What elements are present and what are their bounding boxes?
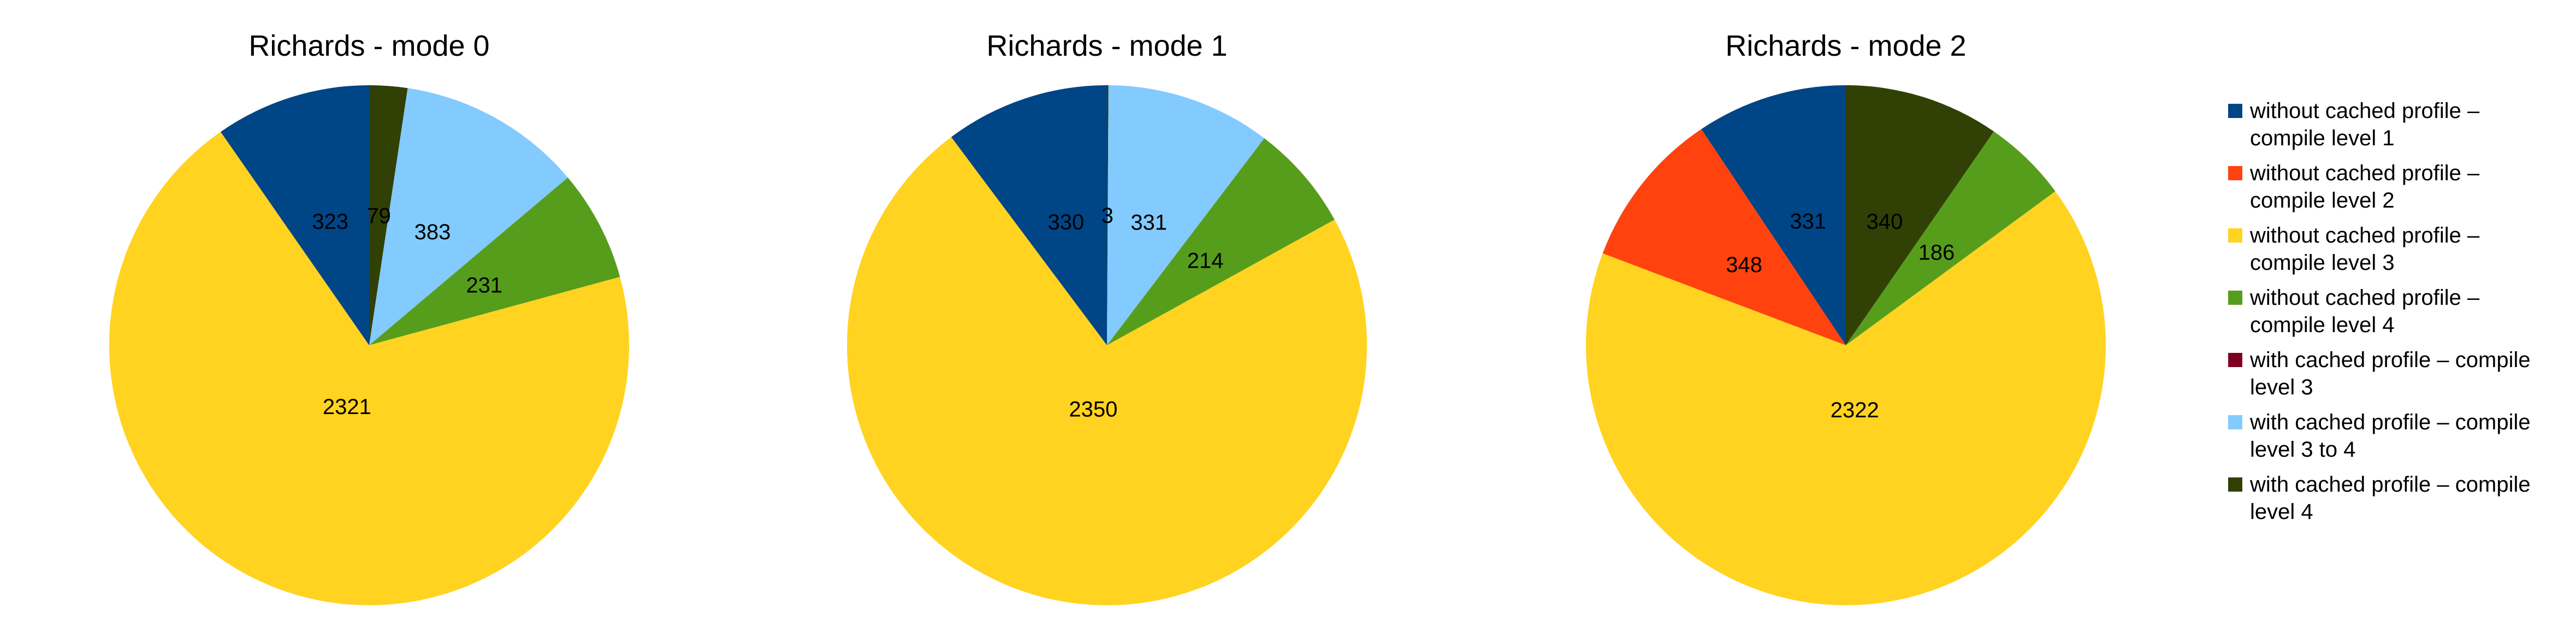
legend-item: with cached profile – compile level 4 [2228,473,2531,524]
pie-slice [1846,131,2056,345]
slice-label: 383 [414,220,451,244]
legend-swatch [2228,477,2242,492]
pie-chart-mode-0: Richards - mode 0 79 383 231 2321 323 [109,29,629,606]
charts-group: Richards - mode 0793832312321323Richards… [109,29,2106,606]
pie-slice [1602,129,1846,345]
legend-label: level 4 [2250,500,2313,524]
slice-label: 79 [366,204,391,228]
legend-label: with cached profile – compile [2249,348,2531,372]
slice-label: 186 [1918,240,1955,264]
legend-label: without cached profile – [2249,223,2480,247]
pie-slice [369,178,620,345]
chart-title: Richards - mode 2 [1725,29,1966,62]
slice-label: 323 [312,210,348,234]
slice-label: 2321 [323,395,371,419]
pie-slice [1107,85,1265,345]
pie-slice [1107,138,1335,345]
pie-slice [1701,85,1846,345]
legend-item: without cached profile – compile level 2 [2228,161,2480,212]
legend-label: without cached profile – [2249,286,2480,310]
legend-label: compile level 1 [2250,126,2395,150]
legend-label: without cached profile – [2249,99,2480,123]
legend-label: with cached profile – compile [2249,410,2531,434]
legend-item: without cached profile – compile level 1 [2228,99,2480,150]
pie-slice [1846,85,1994,345]
legend-label: compile level 4 [2250,313,2395,337]
slice-label: 330 [1048,210,1085,234]
chart-title: Richards - mode 1 [986,29,1227,62]
legend-swatch [2228,291,2242,305]
legend-label: level 3 to 4 [2250,438,2355,462]
legend-label: compile level 2 [2250,188,2395,212]
slice-label: 2322 [1831,398,1879,422]
slice-label: 2350 [1069,397,1117,421]
legend-item: without cached profile – compile level 4 [2228,286,2480,337]
chart-title: Richards - mode 0 [248,29,489,62]
slice-label: 3 [1102,204,1114,228]
pie-slice [1585,191,2106,605]
pie-slice [951,85,1107,345]
legend: without cached profile –compile level 1w… [2228,99,2531,524]
pie-slice [1107,85,1109,345]
slice-label: 331 [1130,211,1167,235]
legend-item: with cached profile – compile level 3 to … [2228,410,2531,462]
pie-slice [846,137,1367,606]
pie-slice [221,85,369,345]
legend-label: without cached profile – [2249,161,2480,185]
legend-label: compile level 3 [2250,251,2395,275]
slice-label: 331 [1790,209,1826,233]
legend-swatch [2228,415,2242,429]
slice-label: 348 [1726,253,1762,277]
pie-slice [369,88,568,345]
slice-label: 214 [1187,249,1224,273]
legend-item: without cached profile – compile level 3 [2228,223,2480,275]
legend-label: with cached profile – compile [2249,473,2531,497]
legend-swatch [2228,104,2242,118]
slice-label: 340 [1867,210,1903,234]
pie-slice [369,85,408,345]
legend-swatch [2228,353,2242,367]
slice-label: 231 [466,273,502,297]
legend-label: level 3 [2250,375,2313,399]
pie-chart-mode-2: Richards - mode 2 340 186 2322 348 331 [1585,29,2106,605]
pie-chart-mode-1: Richards - mode 1 3 331 214 2350 330 [846,29,1367,606]
legend-swatch [2228,166,2242,180]
legend-item: with cached profile – compile level 3 [2228,348,2531,399]
pie-slice [109,132,629,606]
legend-swatch [2228,228,2242,243]
